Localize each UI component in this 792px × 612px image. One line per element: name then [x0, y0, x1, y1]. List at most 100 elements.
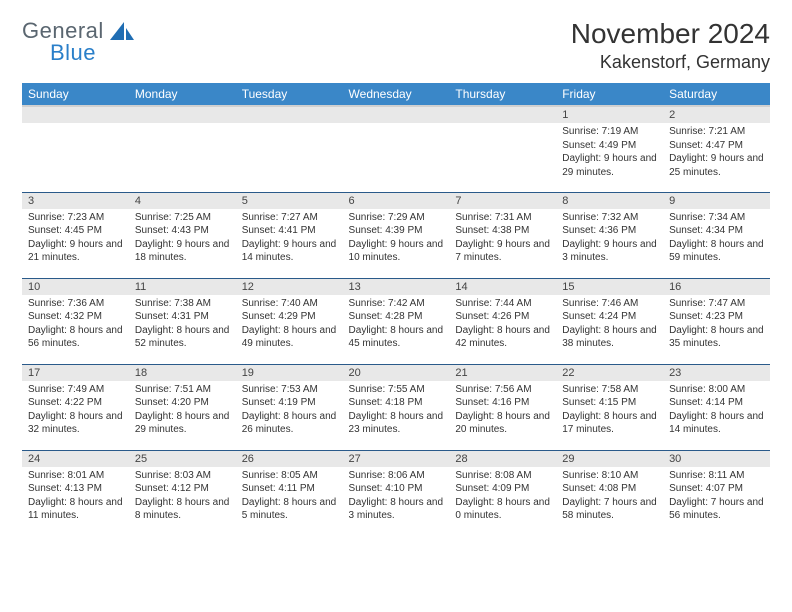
- day-cell: [449, 106, 556, 192]
- day-number: 6: [343, 193, 450, 209]
- day-cell: 14Sunrise: 7:44 AMSunset: 4:26 PMDayligh…: [449, 278, 556, 364]
- day-cell: 25Sunrise: 8:03 AMSunset: 4:12 PMDayligh…: [129, 450, 236, 536]
- sunrise-text: Sunrise: 8:11 AM: [669, 469, 764, 483]
- day-cell: 18Sunrise: 7:51 AMSunset: 4:20 PMDayligh…: [129, 364, 236, 450]
- sunset-text: Sunset: 4:26 PM: [455, 310, 550, 324]
- daylight-text: Daylight: 8 hours and 45 minutes.: [349, 324, 444, 351]
- sunset-text: Sunset: 4:07 PM: [669, 482, 764, 496]
- day-details: Sunrise: 8:08 AMSunset: 4:09 PMDaylight:…: [449, 467, 556, 527]
- daylight-text: Daylight: 8 hours and 32 minutes.: [28, 410, 123, 437]
- day-cell: 10Sunrise: 7:36 AMSunset: 4:32 PMDayligh…: [22, 278, 129, 364]
- day-number: 16: [663, 279, 770, 295]
- sunrise-text: Sunrise: 7:31 AM: [455, 211, 550, 225]
- daylight-text: Daylight: 8 hours and 11 minutes.: [28, 496, 123, 523]
- day-details: Sunrise: 7:47 AMSunset: 4:23 PMDaylight:…: [663, 295, 770, 355]
- day-number: 14: [449, 279, 556, 295]
- day-cell: 7Sunrise: 7:31 AMSunset: 4:38 PMDaylight…: [449, 192, 556, 278]
- daylight-text: Daylight: 8 hours and 42 minutes.: [455, 324, 550, 351]
- day-number: 29: [556, 451, 663, 467]
- day-cell: 8Sunrise: 7:32 AMSunset: 4:36 PMDaylight…: [556, 192, 663, 278]
- day-cell: 16Sunrise: 7:47 AMSunset: 4:23 PMDayligh…: [663, 278, 770, 364]
- sunrise-text: Sunrise: 7:38 AM: [135, 297, 230, 311]
- sunset-text: Sunset: 4:29 PM: [242, 310, 337, 324]
- day-cell: 29Sunrise: 8:10 AMSunset: 4:08 PMDayligh…: [556, 450, 663, 536]
- day-cell: 23Sunrise: 8:00 AMSunset: 4:14 PMDayligh…: [663, 364, 770, 450]
- day-number-empty: [22, 107, 129, 123]
- daylight-text: Daylight: 8 hours and 56 minutes.: [28, 324, 123, 351]
- daylight-text: Daylight: 9 hours and 14 minutes.: [242, 238, 337, 265]
- day-number: 25: [129, 451, 236, 467]
- sunset-text: Sunset: 4:16 PM: [455, 396, 550, 410]
- daylight-text: Daylight: 8 hours and 0 minutes.: [455, 496, 550, 523]
- daylight-text: Daylight: 8 hours and 26 minutes.: [242, 410, 337, 437]
- sunrise-text: Sunrise: 8:01 AM: [28, 469, 123, 483]
- daylight-text: Daylight: 9 hours and 29 minutes.: [562, 152, 657, 179]
- day-details: Sunrise: 7:27 AMSunset: 4:41 PMDaylight:…: [236, 209, 343, 269]
- day-cell: 24Sunrise: 8:01 AMSunset: 4:13 PMDayligh…: [22, 450, 129, 536]
- location-label: Kakenstorf, Germany: [571, 52, 770, 73]
- day-number: 26: [236, 451, 343, 467]
- sunset-text: Sunset: 4:32 PM: [28, 310, 123, 324]
- header: General Blue November 2024 Kakenstorf, G…: [22, 18, 770, 73]
- day-number: 13: [343, 279, 450, 295]
- sunrise-text: Sunrise: 7:58 AM: [562, 383, 657, 397]
- sunset-text: Sunset: 4:10 PM: [349, 482, 444, 496]
- sunrise-text: Sunrise: 7:42 AM: [349, 297, 444, 311]
- day-details: Sunrise: 7:56 AMSunset: 4:16 PMDaylight:…: [449, 381, 556, 441]
- sunrise-text: Sunrise: 7:47 AM: [669, 297, 764, 311]
- daylight-text: Daylight: 8 hours and 38 minutes.: [562, 324, 657, 351]
- sunset-text: Sunset: 4:24 PM: [562, 310, 657, 324]
- day-details: Sunrise: 7:44 AMSunset: 4:26 PMDaylight:…: [449, 295, 556, 355]
- weekday-header: Wednesday: [343, 83, 450, 106]
- day-details: Sunrise: 8:01 AMSunset: 4:13 PMDaylight:…: [22, 467, 129, 527]
- sunset-text: Sunset: 4:36 PM: [562, 224, 657, 238]
- day-number: 28: [449, 451, 556, 467]
- daylight-text: Daylight: 8 hours and 23 minutes.: [349, 410, 444, 437]
- week-row: 1Sunrise: 7:19 AMSunset: 4:49 PMDaylight…: [22, 106, 770, 192]
- sunset-text: Sunset: 4:11 PM: [242, 482, 337, 496]
- day-cell: 12Sunrise: 7:40 AMSunset: 4:29 PMDayligh…: [236, 278, 343, 364]
- sunrise-text: Sunrise: 8:03 AM: [135, 469, 230, 483]
- day-details: Sunrise: 7:55 AMSunset: 4:18 PMDaylight:…: [343, 381, 450, 441]
- day-details: Sunrise: 7:21 AMSunset: 4:47 PMDaylight:…: [663, 123, 770, 183]
- day-cell: 6Sunrise: 7:29 AMSunset: 4:39 PMDaylight…: [343, 192, 450, 278]
- day-cell: 11Sunrise: 7:38 AMSunset: 4:31 PMDayligh…: [129, 278, 236, 364]
- day-number: 4: [129, 193, 236, 209]
- day-cell: 15Sunrise: 7:46 AMSunset: 4:24 PMDayligh…: [556, 278, 663, 364]
- day-cell: 5Sunrise: 7:27 AMSunset: 4:41 PMDaylight…: [236, 192, 343, 278]
- sunrise-text: Sunrise: 8:00 AM: [669, 383, 764, 397]
- daylight-text: Daylight: 7 hours and 56 minutes.: [669, 496, 764, 523]
- day-details: Sunrise: 8:03 AMSunset: 4:12 PMDaylight:…: [129, 467, 236, 527]
- day-number: 2: [663, 107, 770, 123]
- day-details: Sunrise: 8:10 AMSunset: 4:08 PMDaylight:…: [556, 467, 663, 527]
- sunset-text: Sunset: 4:20 PM: [135, 396, 230, 410]
- day-details: Sunrise: 7:53 AMSunset: 4:19 PMDaylight:…: [236, 381, 343, 441]
- sunrise-text: Sunrise: 7:27 AM: [242, 211, 337, 225]
- daylight-text: Daylight: 8 hours and 35 minutes.: [669, 324, 764, 351]
- daylight-text: Daylight: 9 hours and 25 minutes.: [669, 152, 764, 179]
- sunrise-text: Sunrise: 8:06 AM: [349, 469, 444, 483]
- logo-text-block: General Blue: [22, 18, 104, 66]
- sunset-text: Sunset: 4:08 PM: [562, 482, 657, 496]
- day-details: Sunrise: 7:31 AMSunset: 4:38 PMDaylight:…: [449, 209, 556, 269]
- day-number: 10: [22, 279, 129, 295]
- sunrise-text: Sunrise: 7:55 AM: [349, 383, 444, 397]
- sunrise-text: Sunrise: 8:05 AM: [242, 469, 337, 483]
- week-row: 24Sunrise: 8:01 AMSunset: 4:13 PMDayligh…: [22, 450, 770, 536]
- sunrise-text: Sunrise: 7:29 AM: [349, 211, 444, 225]
- week-row: 3Sunrise: 7:23 AMSunset: 4:45 PMDaylight…: [22, 192, 770, 278]
- day-details: Sunrise: 7:49 AMSunset: 4:22 PMDaylight:…: [22, 381, 129, 441]
- calendar-table: Sunday Monday Tuesday Wednesday Thursday…: [22, 83, 770, 536]
- sunset-text: Sunset: 4:34 PM: [669, 224, 764, 238]
- day-cell: 4Sunrise: 7:25 AMSunset: 4:43 PMDaylight…: [129, 192, 236, 278]
- day-cell: 26Sunrise: 8:05 AMSunset: 4:11 PMDayligh…: [236, 450, 343, 536]
- day-cell: 3Sunrise: 7:23 AMSunset: 4:45 PMDaylight…: [22, 192, 129, 278]
- day-cell: 21Sunrise: 7:56 AMSunset: 4:16 PMDayligh…: [449, 364, 556, 450]
- month-title: November 2024: [571, 18, 770, 50]
- sunset-text: Sunset: 4:09 PM: [455, 482, 550, 496]
- sunset-text: Sunset: 4:18 PM: [349, 396, 444, 410]
- daylight-text: Daylight: 9 hours and 21 minutes.: [28, 238, 123, 265]
- sunrise-text: Sunrise: 7:19 AM: [562, 125, 657, 139]
- sunrise-text: Sunrise: 8:10 AM: [562, 469, 657, 483]
- day-number: 15: [556, 279, 663, 295]
